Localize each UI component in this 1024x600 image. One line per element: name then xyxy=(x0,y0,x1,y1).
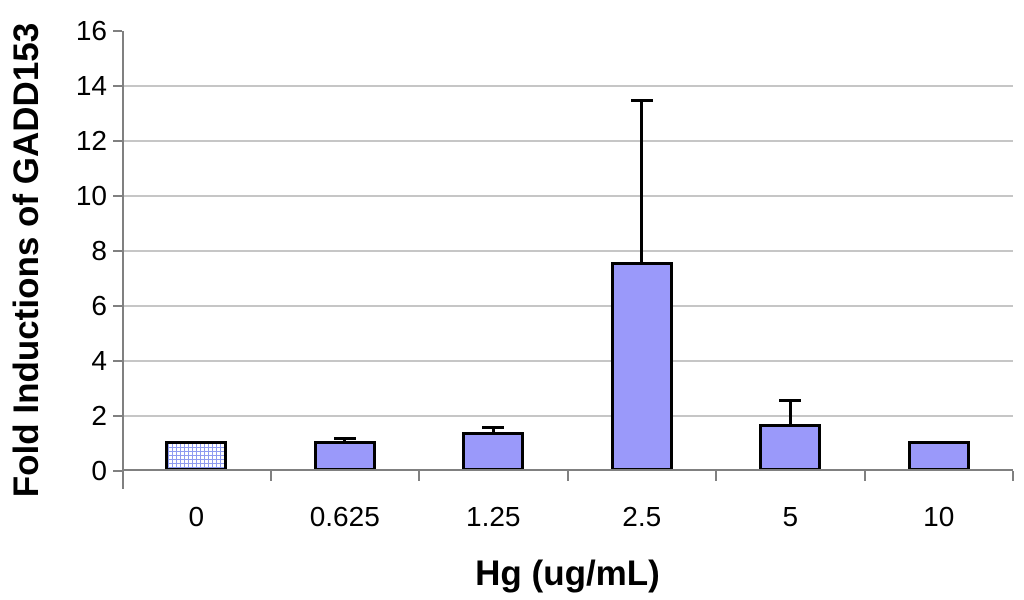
y-gridline xyxy=(122,140,1013,142)
y-tick-label: 12 xyxy=(75,125,107,156)
error-bar-cap xyxy=(630,98,653,102)
y-gridline xyxy=(122,195,1013,197)
y-gridline xyxy=(122,250,1013,252)
x-axis-line xyxy=(122,469,1013,471)
bar-2.5 xyxy=(610,261,673,471)
error-bar-whisker xyxy=(343,438,347,444)
bar-0.625 xyxy=(313,440,376,471)
y-gridline xyxy=(122,360,1013,362)
y-gridline xyxy=(122,305,1013,307)
y-tick-label: 0 xyxy=(91,455,107,486)
error-bar-cap xyxy=(333,437,356,440)
y-gridline xyxy=(122,415,1013,417)
x-tick xyxy=(566,471,569,481)
y-tick xyxy=(113,250,122,252)
plot-area xyxy=(113,30,1014,489)
y-tick xyxy=(113,360,122,362)
x-category-label: 0 xyxy=(188,501,205,532)
x-axis-title: Hg (ug/mL) xyxy=(475,554,660,593)
y-tick xyxy=(113,195,122,197)
y-tick-label: 6 xyxy=(91,290,107,321)
x-category-label: 1.25 xyxy=(466,501,521,532)
y-tick xyxy=(113,85,122,87)
x-tick xyxy=(418,471,420,481)
x-tick xyxy=(269,471,272,481)
x-category-label: 0.625 xyxy=(309,501,380,532)
bar-1.25 xyxy=(462,432,525,471)
y-tick-label: 14 xyxy=(75,70,107,101)
error-bar-whisker xyxy=(788,399,792,427)
y-tick xyxy=(113,140,122,142)
bar-10 xyxy=(907,440,970,471)
y-tick-label: 16 xyxy=(75,15,107,46)
y-tick xyxy=(113,470,122,472)
y-tick-label: 2 xyxy=(91,400,107,431)
y-gridline xyxy=(122,85,1013,87)
y-axis-line xyxy=(122,31,124,489)
error-bar-whisker xyxy=(640,99,644,265)
error-bar-cap xyxy=(779,398,802,402)
x-category-label: 10 xyxy=(923,501,955,532)
bar-0 xyxy=(165,440,228,471)
y-tick xyxy=(113,415,122,417)
y-tick-label: 4 xyxy=(91,345,107,376)
y-tick xyxy=(113,30,122,32)
bar-5 xyxy=(759,424,822,471)
error-bar-cap xyxy=(482,426,505,429)
y-tick-label: 8 xyxy=(91,235,107,266)
x-category-label: 5 xyxy=(782,501,799,532)
x-tick xyxy=(715,471,717,481)
x-category-label: 2.5 xyxy=(622,501,662,532)
x-tick xyxy=(1012,471,1014,481)
y-tick xyxy=(113,305,122,307)
y-tick-label: 10 xyxy=(75,180,107,211)
error-bar-whisker xyxy=(491,427,495,436)
x-tick xyxy=(863,471,866,481)
